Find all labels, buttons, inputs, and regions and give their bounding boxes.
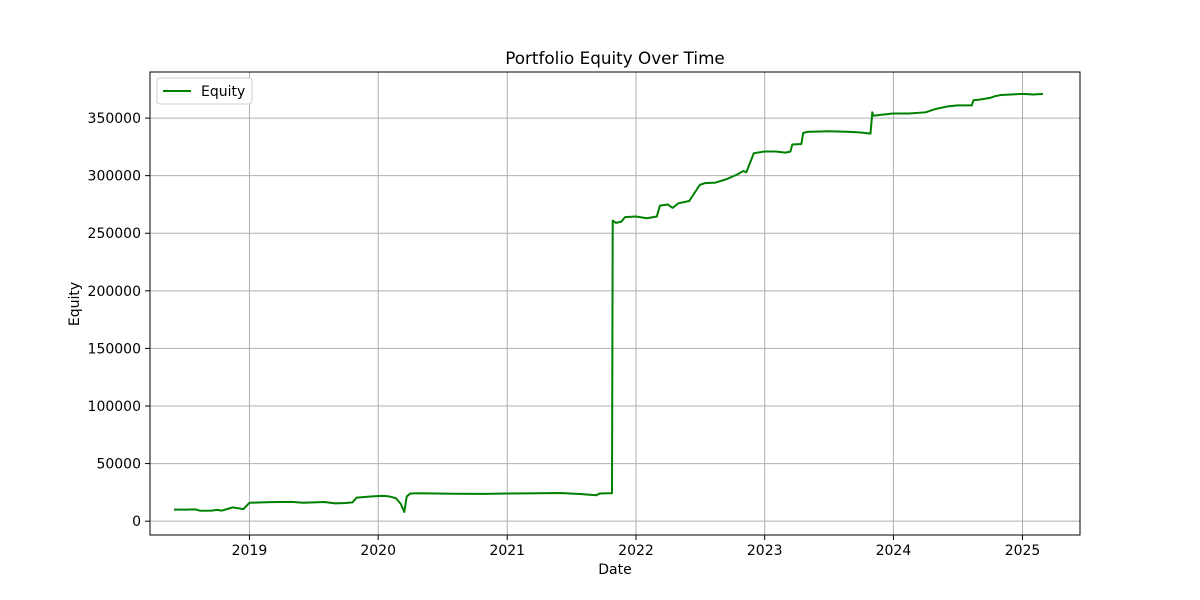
legend: Equity (156, 77, 253, 105)
x-tick-label: 2021 (489, 543, 525, 559)
x-tick-label: 2022 (618, 543, 654, 559)
y-tick-label: 200000 (88, 284, 141, 300)
x-tick-label: 2019 (232, 543, 268, 559)
x-tick-label: 2025 (1005, 543, 1041, 559)
x-tick-label: 2024 (876, 543, 912, 559)
y-tick-label: 350000 (88, 111, 141, 127)
y-axis-label: Equity (67, 282, 83, 326)
y-tick-label: 0 (132, 514, 141, 530)
y-tick-label: 300000 (88, 169, 141, 185)
grid (150, 72, 1080, 535)
equity-line (173, 92, 1044, 513)
axis-ticks: 2019 2020 2021 2022 2023 2024 2025 0 50000 100000… (88, 111, 1041, 559)
y-tick-label: 50000 (96, 457, 141, 473)
x-axis-label: Date (598, 562, 631, 578)
legend-label: Equity (201, 84, 245, 100)
x-tick-label: 2020 (360, 543, 396, 559)
y-tick-label: 150000 (88, 341, 141, 357)
plot-area-frame (149, 71, 1081, 536)
chart-title: Portfolio Equity Over Time (505, 48, 725, 68)
x-tick-label: 2023 (747, 543, 783, 559)
y-tick-label: 250000 (88, 226, 141, 242)
legend-box (156, 77, 253, 105)
y-tick-label: 100000 (88, 399, 141, 415)
